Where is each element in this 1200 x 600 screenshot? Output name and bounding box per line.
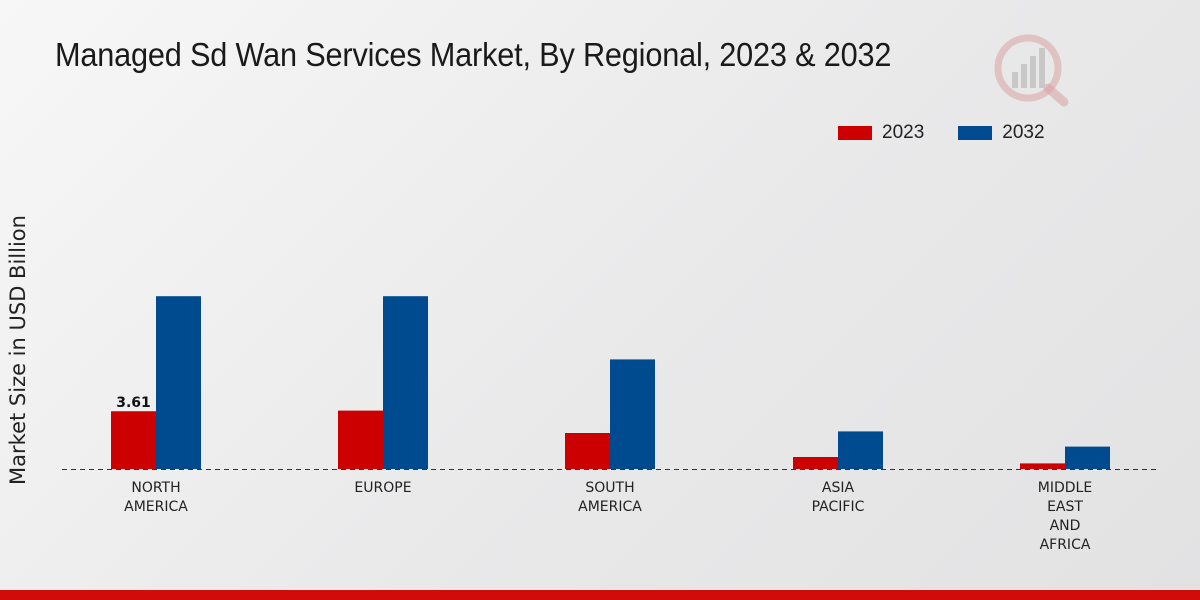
bar-2023-north-america <box>111 411 156 469</box>
bar-2023-asia-pacific <box>793 457 838 469</box>
x-tick-label-middle-east-and-africa: MIDDLE EAST AND AFRICA <box>1038 480 1092 553</box>
chart-legend: 2023 2032 <box>838 122 1079 144</box>
bar-2032-middle-east-and-africa <box>1065 446 1110 469</box>
legend-item-2023: 2023 <box>838 122 924 144</box>
brand-logo-icon <box>990 28 1074 112</box>
bar-2032-south-america <box>610 359 655 469</box>
legend-item-2032: 2032 <box>958 122 1045 144</box>
bottom-accent-bar <box>0 590 1200 600</box>
x-tick-label-north-america: NORTH AMERICA <box>124 480 188 515</box>
bar-2032-europe <box>383 296 428 469</box>
bar-2032-north-america <box>156 296 201 469</box>
bar-2023-europe <box>338 410 383 469</box>
bar-2032-asia-pacific <box>838 431 883 469</box>
x-tick-label-asia-pacific: ASIA PACIFIC <box>812 480 865 515</box>
x-tick-label-south-america: SOUTH AMERICA <box>578 480 642 515</box>
bar-2023-middle-east-and-africa <box>1020 463 1065 469</box>
legend-label-2032: 2032 <box>1002 122 1045 143</box>
chart-title: Managed Sd Wan Services Market, By Regio… <box>55 36 892 73</box>
legend-swatch-2032 <box>958 126 993 140</box>
data-label-2023-0: 3.61 <box>116 395 151 411</box>
bar-2023-south-america <box>565 433 610 469</box>
x-tick-label-europe: EUROPE <box>354 480 411 496</box>
legend-swatch-2023 <box>838 126 872 140</box>
legend-label-2023: 2023 <box>882 122 925 143</box>
